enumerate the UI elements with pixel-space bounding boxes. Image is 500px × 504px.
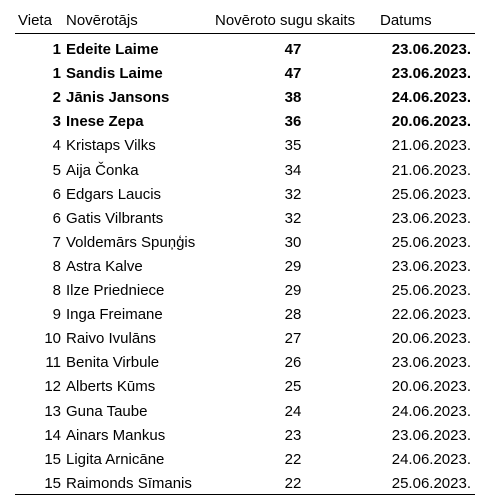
species-count: 22 (284, 450, 302, 468)
date: 25.06.2023. (391, 185, 471, 203)
observer-name: Gatis Vilbrants (66, 209, 164, 227)
species-count: 28 (284, 306, 302, 324)
date: 21.06.2023. (391, 137, 471, 155)
species-count: 34 (284, 161, 302, 179)
species-count: 27 (284, 330, 302, 348)
header-date: Datums (380, 12, 432, 29)
species-count: 47 (284, 65, 302, 83)
species-count: 32 (284, 209, 302, 227)
species-count: 32 (284, 185, 302, 203)
rank: 14 (44, 426, 61, 444)
date: 23.06.2023. (391, 209, 471, 227)
rank: 10 (44, 330, 61, 348)
header-species-count: Novēroto sugu skaits (215, 12, 356, 29)
species-count: 23 (284, 426, 302, 444)
species-count: 24 (284, 402, 302, 420)
species-count: 30 (284, 233, 302, 251)
date: 20.06.2023. (391, 378, 471, 396)
species-count: 47 (284, 41, 302, 58)
rank: 4 (52, 137, 61, 155)
rank: 1 (52, 41, 61, 58)
date: 23.06.2023. (391, 65, 471, 83)
rank: 15 (44, 450, 61, 468)
bottom-rule (15, 494, 475, 495)
rank: 11 (45, 354, 61, 372)
rank: 5 (52, 161, 61, 179)
observer-name: Sandis Laime (66, 65, 163, 83)
observer-name: Aija Čonka (66, 161, 139, 179)
rank: 8 (52, 257, 61, 275)
observer-name: Jānis Jansons (66, 89, 170, 107)
observer-name: Raimonds Sīmanis (66, 474, 192, 492)
date: 23.06.2023. (391, 354, 471, 372)
header-rank: Vieta (18, 12, 52, 29)
date: 23.06.2023. (391, 257, 471, 275)
observer-name: Raivo Ivulāns (66, 330, 157, 348)
observer-name: Ligita Arnicāne (66, 450, 165, 468)
species-count: 29 (284, 282, 302, 299)
rank: 6 (52, 185, 61, 203)
rank: 12 (44, 378, 61, 396)
observer-name: Edgars Laucis (66, 185, 162, 203)
observer-name: Astra Kalve (66, 257, 143, 275)
observer-name: Guna Taube (66, 402, 148, 420)
rank: 13 (44, 402, 61, 420)
observer-name: Ainars Mankus (66, 426, 166, 444)
date: 22.06.2023. (391, 306, 471, 324)
observer-name: Alberts Kūms (66, 378, 156, 396)
date: 20.06.2023. (391, 330, 471, 348)
observer-name: Ilze Priedniece (66, 282, 165, 299)
date: 23.06.2023. (391, 41, 471, 58)
observer-name: Kristaps Vilks (66, 137, 156, 155)
species-count: 36 (284, 113, 302, 131)
rank: 15 (44, 474, 61, 492)
date: 25.06.2023. (391, 282, 471, 299)
date: 24.06.2023. (391, 450, 471, 468)
date: 24.06.2023. (391, 89, 471, 107)
header-observer: Novērotājs (66, 12, 138, 29)
header-rule (15, 33, 475, 34)
rank: 2 (52, 89, 61, 107)
date: 20.06.2023. (391, 113, 471, 131)
observer-name: Edeite Laime (66, 41, 159, 58)
observer-name: Voldemārs Spuņģis (66, 233, 196, 251)
rank: 1 (52, 65, 61, 83)
species-count: 29 (284, 257, 302, 275)
rank: 3 (52, 113, 61, 131)
species-count: 22 (284, 474, 302, 492)
species-count: 38 (284, 89, 302, 107)
species-count: 25 (284, 378, 302, 396)
rank: 6 (52, 209, 61, 227)
date: 25.06.2023. (391, 474, 471, 492)
rank: 8 (52, 282, 61, 299)
observer-name: Benita Virbule (66, 354, 160, 372)
species-count: 26 (284, 354, 302, 372)
species-count: 35 (284, 137, 302, 155)
observer-name: Inga Freimane (66, 306, 163, 324)
rank: 7 (52, 233, 61, 251)
observer-name: Inese Zepa (66, 113, 144, 131)
date: 25.06.2023. (391, 233, 471, 251)
date: 24.06.2023. (391, 402, 471, 420)
rank: 9 (52, 306, 61, 324)
date: 23.06.2023. (391, 426, 471, 444)
date: 21.06.2023. (391, 161, 471, 179)
